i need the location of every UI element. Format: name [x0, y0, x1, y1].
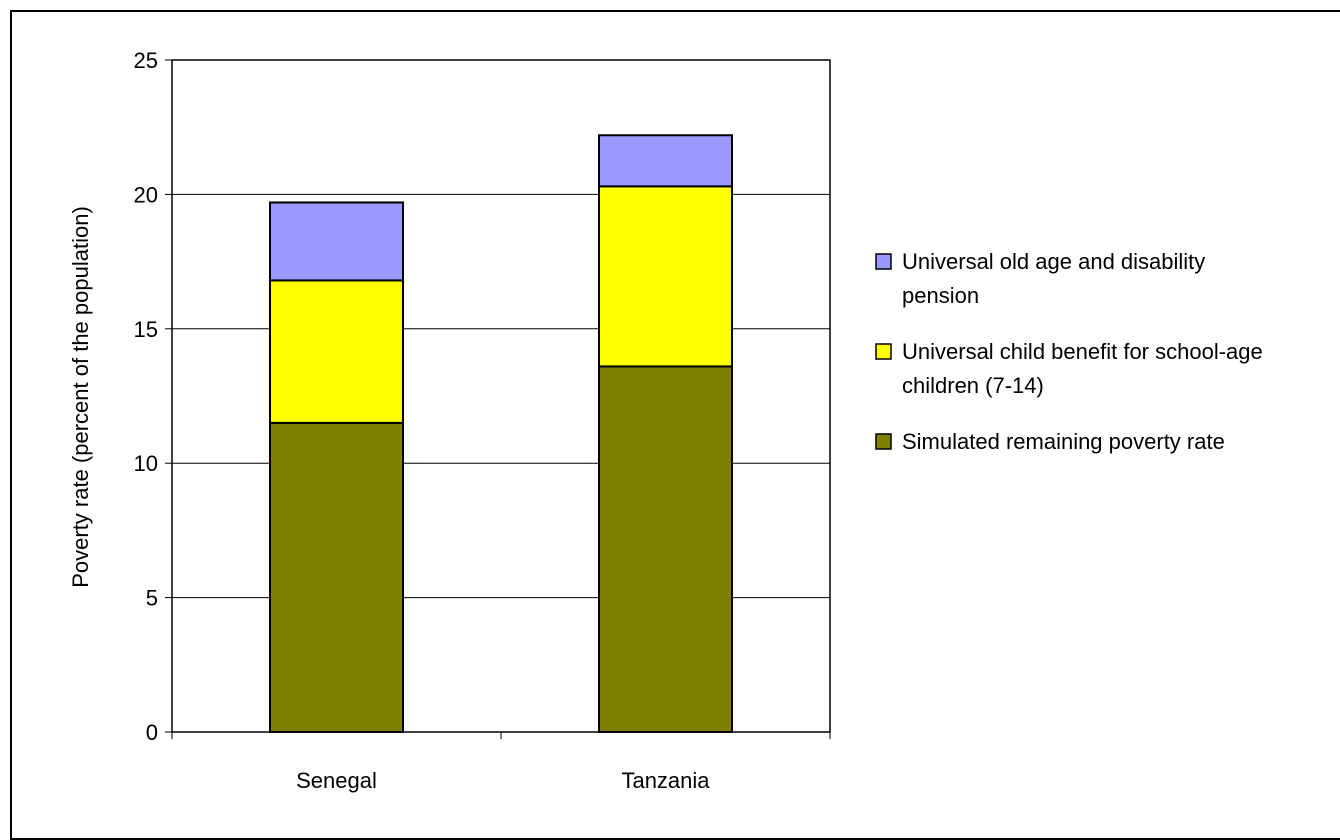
y-tick-label: 0: [146, 720, 158, 745]
y-tick-label: 20: [134, 182, 158, 207]
axes: 0 5 10 15 20 25 Senegal Tanzania: [134, 48, 831, 793]
legend-swatch: [875, 343, 892, 360]
legend-swatch: [875, 433, 892, 450]
bar-segment: [269, 279, 404, 424]
bars: [269, 134, 733, 733]
bar-segment: [598, 185, 733, 368]
bar-segment: [269, 421, 404, 733]
legend-label: Universal child benefit for school-age: [902, 339, 1263, 364]
bar-segment: [598, 134, 733, 188]
y-tick-label: 25: [134, 48, 158, 73]
y-tick-label: 15: [134, 317, 158, 342]
y-tick-label: 10: [134, 451, 158, 476]
category-label: Senegal: [296, 768, 377, 793]
legend-label: Universal old age and disability: [902, 249, 1205, 274]
category-label: Tanzania: [621, 768, 710, 793]
legend-label: pension: [902, 283, 979, 308]
bar-segment: [598, 365, 733, 733]
legend-swatch: [875, 253, 892, 270]
legend-label: children (7-14): [902, 373, 1044, 398]
legend: Universal old age and disability pension U…: [875, 249, 1263, 454]
legend-label: Simulated remaining poverty rate: [902, 429, 1225, 454]
bar-segment: [269, 201, 404, 282]
y-tick-label: 5: [146, 586, 158, 611]
y-axis-title: Poverty rate (percent of the population): [68, 206, 93, 588]
